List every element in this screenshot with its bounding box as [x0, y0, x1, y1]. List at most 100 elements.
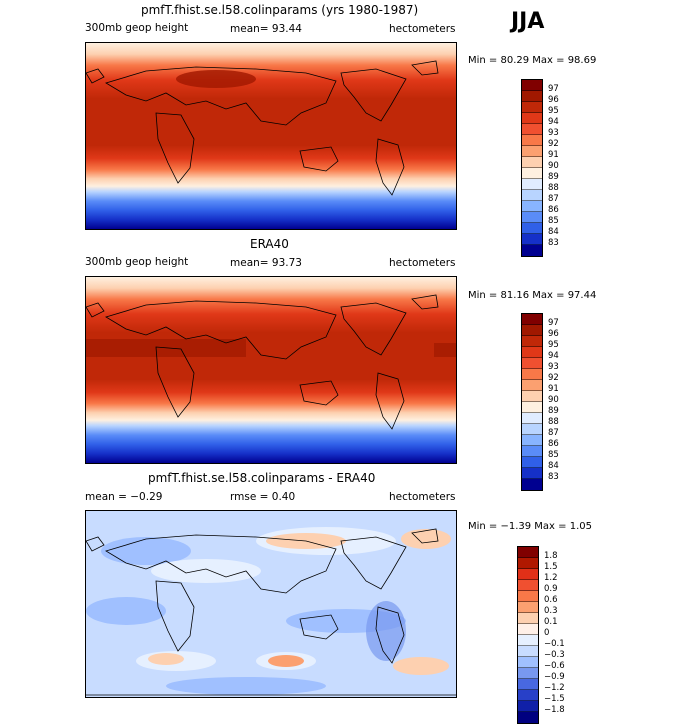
panel-1-minmax: Min = 80.29 Max = 98.69: [468, 55, 597, 66]
colorbar-tick-label: −0.6: [544, 661, 565, 671]
colorbar-swatch: [518, 558, 538, 569]
colorbar-swatch: [522, 347, 542, 358]
colorbar-swatch: [522, 391, 542, 402]
colorbar-swatch: [522, 457, 542, 468]
colorbar-tick-label: 1.2: [544, 573, 558, 583]
panel-2-minmax: Min = 81.16 Max = 97.44: [468, 290, 597, 301]
colorbar-swatch: [522, 223, 542, 234]
panel-3-map: [85, 510, 457, 698]
colorbar-tick-label: 89: [548, 406, 559, 416]
panel-1-units-label: hectometers: [389, 23, 456, 35]
colorbar-tick-label: 90: [548, 161, 559, 171]
colorbar-swatch: [522, 380, 542, 391]
panel-1-variable-label: 300mb geop height: [85, 22, 189, 34]
colorbar-tick-label: 91: [548, 384, 559, 394]
colorbar-tick-label: 92: [548, 373, 559, 383]
colorbar-tick-label: 1.8: [544, 551, 558, 561]
colorbar-swatch: [518, 657, 538, 668]
colorbar-tick-label: 96: [548, 329, 559, 339]
colorbar-tick-label: 97: [548, 318, 559, 328]
colorbar-swatch: [518, 591, 538, 602]
colorbar-swatch: [522, 369, 542, 380]
colorbar-tick-label: 0.9: [544, 584, 558, 594]
colorbar-tick-label: 93: [548, 362, 559, 372]
colorbar-tick-label: 90: [548, 395, 559, 405]
colorbar-swatch: [522, 336, 542, 347]
colorbar-tick-label: 92: [548, 139, 559, 149]
colorbar-swatch: [522, 402, 542, 413]
panel-1-mean-label: mean= 93.44: [230, 23, 302, 35]
colorbar-tick-label: 85: [548, 450, 559, 460]
colorbar-swatch: [518, 624, 538, 635]
colorbar-swatch: [518, 602, 538, 613]
colorbar-tick-label: 87: [548, 428, 559, 438]
colorbar-tick-label: −0.3: [544, 650, 565, 660]
colorbar-tick-label: 1.5: [544, 562, 558, 572]
colorbar-swatch: [518, 580, 538, 591]
colorbar-swatch: [518, 547, 538, 558]
colorbar-swatch: [518, 701, 538, 712]
colorbar-swatch: [522, 358, 542, 369]
colorbar-tick-label: −0.1: [544, 639, 565, 649]
panel-1-map: [85, 42, 457, 230]
colorbar-tick-label: 93: [548, 128, 559, 138]
panel-2-variable-label: 300mb geop height: [85, 256, 189, 268]
colorbar-tick-label: 0.3: [544, 606, 558, 616]
colorbar-swatch: [522, 146, 542, 157]
colorbar-swatch: [522, 201, 542, 212]
colorbar-tick-label: 88: [548, 417, 559, 427]
colorbar-swatch: [522, 102, 542, 113]
colorbar-swatch: [522, 157, 542, 168]
colorbar-swatch: [518, 668, 538, 679]
colorbar-swatch: [522, 435, 542, 446]
colorbar-tick-label: 95: [548, 340, 559, 350]
colorbar-tick-label: 0: [544, 628, 550, 638]
colorbar-swatch: [522, 468, 542, 479]
colorbar-swatch: [518, 646, 538, 657]
colorbar-tick-label: 0.1: [544, 617, 558, 627]
colorbar-tick-label: 94: [548, 117, 559, 127]
colorbar-swatch: [522, 325, 542, 336]
colorbar-tick-label: 88: [548, 183, 559, 193]
panel-2-units-label: hectometers: [389, 257, 456, 269]
colorbar-swatch: [518, 712, 538, 723]
colorbar-swatch: [518, 690, 538, 701]
panel-1-title: pmfT.fhist.se.l58.colinparams (yrs 1980-…: [141, 3, 419, 17]
colorbar-tick-label: 83: [548, 238, 559, 248]
colorbar-swatch: [522, 113, 542, 124]
panel-3-minmax: Min = −1.39 Max = 1.05: [468, 521, 592, 532]
panel-2-map: [85, 276, 457, 464]
panel-1-colorbar: 97 96 95 94 93 92 91 90 89 88 87 86 85 84 83: [521, 79, 559, 257]
colorbar-tick-label: 96: [548, 95, 559, 105]
colorbar-swatch: [522, 479, 542, 490]
colorbar-tick-label: 86: [548, 439, 559, 449]
colorbar-swatch: [518, 569, 538, 580]
colorbar-tick-label: 87: [548, 194, 559, 204]
colorbar-swatch: [522, 168, 542, 179]
colorbar-swatch: [522, 135, 542, 146]
colorbar-tick-label: 89: [548, 172, 559, 182]
colorbar-swatch: [522, 234, 542, 245]
colorbar-swatch: [518, 635, 538, 646]
colorbar-tick-label: 84: [548, 227, 559, 237]
colorbar-tick-label: 85: [548, 216, 559, 226]
colorbar-swatch: [522, 80, 542, 91]
colorbar-tick-label: −1.8: [544, 705, 565, 715]
colorbar-tick-label: −0.9: [544, 672, 565, 682]
season-label: JJA: [511, 9, 545, 34]
colorbar-swatch: [522, 179, 542, 190]
panel-2-colorbar: 97 96 95 94 93 92 91 90 89 88 87 86 85 84 83: [521, 313, 559, 491]
panel-3-colorbar: 1.8 1.5 1.2 0.9 0.6 0.3 0.1 0 −0.1 −0.3 −0.6 −0.9 −1…: [517, 546, 565, 724]
colorbar-tick-label: 83: [548, 472, 559, 482]
colorbar-tick-label: 94: [548, 351, 559, 361]
colorbar-tick-label: 95: [548, 106, 559, 116]
panel-2-title: ERA40: [250, 237, 289, 251]
colorbar-swatch: [518, 613, 538, 624]
colorbar-swatch: [522, 124, 542, 135]
colorbar-swatch: [522, 424, 542, 435]
colorbar-tick-label: 0.6: [544, 595, 558, 605]
colorbar-tick-label: 84: [548, 461, 559, 471]
colorbar-swatch: [522, 245, 542, 256]
panel-3-units-label: hectometers: [389, 491, 456, 503]
colorbar-swatch: [522, 190, 542, 201]
